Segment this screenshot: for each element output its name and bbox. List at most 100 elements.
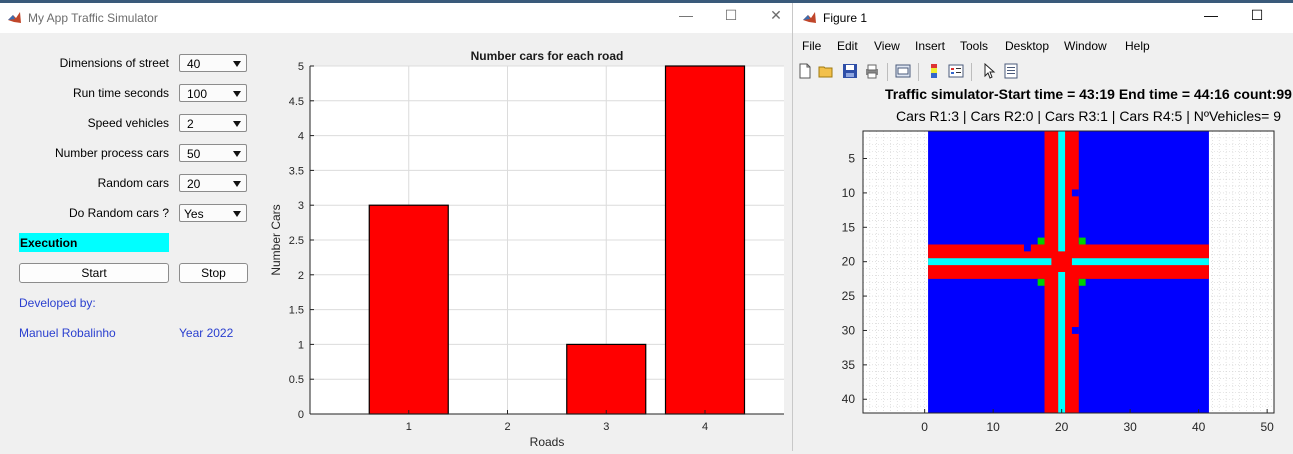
developed-by-label: Developed by:: [19, 296, 96, 310]
axes-frame: [862, 130, 1275, 414]
x-tick-label: 3: [603, 421, 609, 433]
dimensions-dropdown[interactable]: 40: [179, 54, 247, 72]
chevron-down-icon: [233, 181, 241, 187]
y-tick-label: 10: [842, 186, 856, 200]
label-do-random: Do Random cars ?: [68, 206, 169, 220]
app-title: My App Traffic Simulator: [28, 11, 158, 25]
x-tick-label: 4: [702, 421, 708, 433]
y-tick-label: 20: [842, 255, 856, 269]
matlab-logo-icon: [802, 10, 817, 25]
y-tick-label: 2.5: [289, 235, 304, 247]
y-tick-label: 35: [842, 358, 856, 372]
label-runtime: Run time seconds: [72, 86, 169, 100]
x-tick-label: 30: [1123, 420, 1137, 434]
taskbar-strip: [0, 0, 1293, 3]
chevron-down-icon: [233, 121, 241, 127]
figure-title-line1: Traffic simulator-Start time = 43:19 End…: [885, 86, 1292, 102]
menu-file[interactable]: File: [802, 39, 822, 53]
runtime-value: 100: [187, 87, 208, 101]
matlab-logo-icon: [7, 10, 22, 25]
speed-dropdown[interactable]: 2: [179, 114, 247, 132]
random-cars-dropdown[interactable]: 20: [179, 174, 247, 192]
execution-status-label: Execution: [20, 236, 78, 250]
random-cars-value: 20: [187, 177, 201, 191]
chevron-down-icon: [233, 211, 241, 217]
menu-bar: File Edit View Insert Tools Desktop Wind…: [793, 37, 1293, 57]
x-tick-label: 50: [1260, 420, 1274, 434]
label-dimensions: Dimensions of street: [59, 56, 169, 70]
figure-window: Figure 1 — ☐ File Edit View Insert Tools…: [793, 3, 1293, 451]
menu-window[interactable]: Window: [1064, 39, 1107, 53]
y-tick-label: 0.5: [289, 374, 304, 386]
intersection-center: [1051, 251, 1072, 272]
y-axis-label: Number Cars: [269, 204, 283, 275]
x-axis-label: Roads: [530, 435, 565, 449]
figure-canvas: Traffic simulator-Start time = 43:19 End…: [793, 85, 1293, 451]
start-button[interactable]: Start: [19, 263, 169, 283]
process-cars-value: 50: [187, 147, 201, 161]
car-marker: [1071, 327, 1079, 334]
menu-view[interactable]: View: [874, 39, 900, 53]
link-plot-icon[interactable]: [895, 63, 911, 79]
y-tick-label: 1.5: [289, 305, 304, 317]
corner-marker: [1078, 278, 1086, 286]
figure-title-line2: Cars R1:3 | Cars R2:0 | Cars R3:1 | Cars…: [896, 108, 1281, 124]
y-tick-label: 30: [842, 323, 856, 337]
close-button[interactable]: ✕: [770, 7, 782, 23]
toolbar-separator: [918, 63, 919, 81]
do-random-value: Yes: [184, 207, 204, 221]
bar: [566, 343, 647, 415]
stop-button[interactable]: Stop: [179, 263, 248, 283]
y-tick-label: 2: [298, 270, 304, 282]
insert-colorbar-icon[interactable]: [926, 63, 942, 79]
label-process-cars: Number process cars: [54, 146, 169, 160]
x-tick-label: 10: [986, 420, 1000, 434]
chart-title: Number cars for each road: [471, 49, 624, 63]
minimize-button[interactable]: —: [679, 7, 693, 23]
figure-minimize-button[interactable]: —: [1204, 7, 1218, 23]
y-tick-label: 5: [298, 61, 304, 73]
maximize-button[interactable]: ☐: [724, 7, 738, 23]
pointer-icon[interactable]: [981, 63, 997, 79]
y-tick-label: 0: [298, 409, 304, 421]
menu-desktop[interactable]: Desktop: [1005, 39, 1050, 53]
menu-help[interactable]: Help: [1125, 39, 1150, 53]
menu-tools[interactable]: Tools: [960, 39, 989, 53]
car-marker: [1071, 189, 1079, 197]
x-tick-label: 1: [406, 421, 412, 433]
y-tick-label: 4.5: [289, 96, 304, 108]
process-cars-dropdown[interactable]: 50: [179, 144, 247, 162]
y-tick-label: 3: [298, 200, 304, 212]
corner-marker: [1078, 237, 1086, 245]
app-window: My App Traffic Simulator — ☐ ✕ Dimension…: [0, 3, 793, 451]
toolbar-separator: [887, 63, 888, 81]
chevron-down-icon: [233, 151, 241, 157]
save-icon[interactable]: [842, 63, 858, 79]
bar-chart: 0 0.5 1 1.5 2 2.5 3 3.5 4 4.5 5 1 2 3 4 Number cars for…: [269, 49, 784, 449]
y-tick-label: 5: [848, 152, 855, 166]
open-folder-icon[interactable]: [818, 63, 834, 79]
menu-edit[interactable]: Edit: [837, 39, 858, 53]
x-tick-label: 0: [921, 420, 928, 434]
figure-titlebar: Figure 1 — ☐: [793, 3, 1293, 33]
figure-title: Figure 1: [823, 11, 868, 25]
y-tick-label: 3.5: [289, 165, 304, 177]
traffic-plot: Traffic simulator-Start time = 43:19 End…: [842, 86, 1293, 434]
property-inspector-icon[interactable]: [1003, 63, 1019, 79]
new-figure-icon[interactable]: [797, 63, 813, 79]
speed-value: 2: [187, 117, 194, 131]
menu-insert[interactable]: Insert: [915, 39, 946, 53]
insert-legend-icon[interactable]: [948, 63, 964, 79]
chevron-down-icon: [233, 61, 241, 67]
y-tick-label: 40: [842, 392, 856, 406]
runtime-dropdown[interactable]: 100: [179, 84, 247, 102]
corner-marker: [1037, 237, 1045, 245]
chevron-down-icon: [233, 91, 241, 97]
figure-toolbar: [793, 61, 1293, 83]
author-name: Manuel Robalinho: [19, 326, 116, 340]
print-icon[interactable]: [864, 63, 880, 79]
bar: [368, 204, 449, 415]
do-random-dropdown[interactable]: Yes: [179, 204, 247, 222]
dimensions-value: 40: [187, 57, 201, 71]
figure-maximize-button[interactable]: ☐: [1250, 7, 1264, 23]
